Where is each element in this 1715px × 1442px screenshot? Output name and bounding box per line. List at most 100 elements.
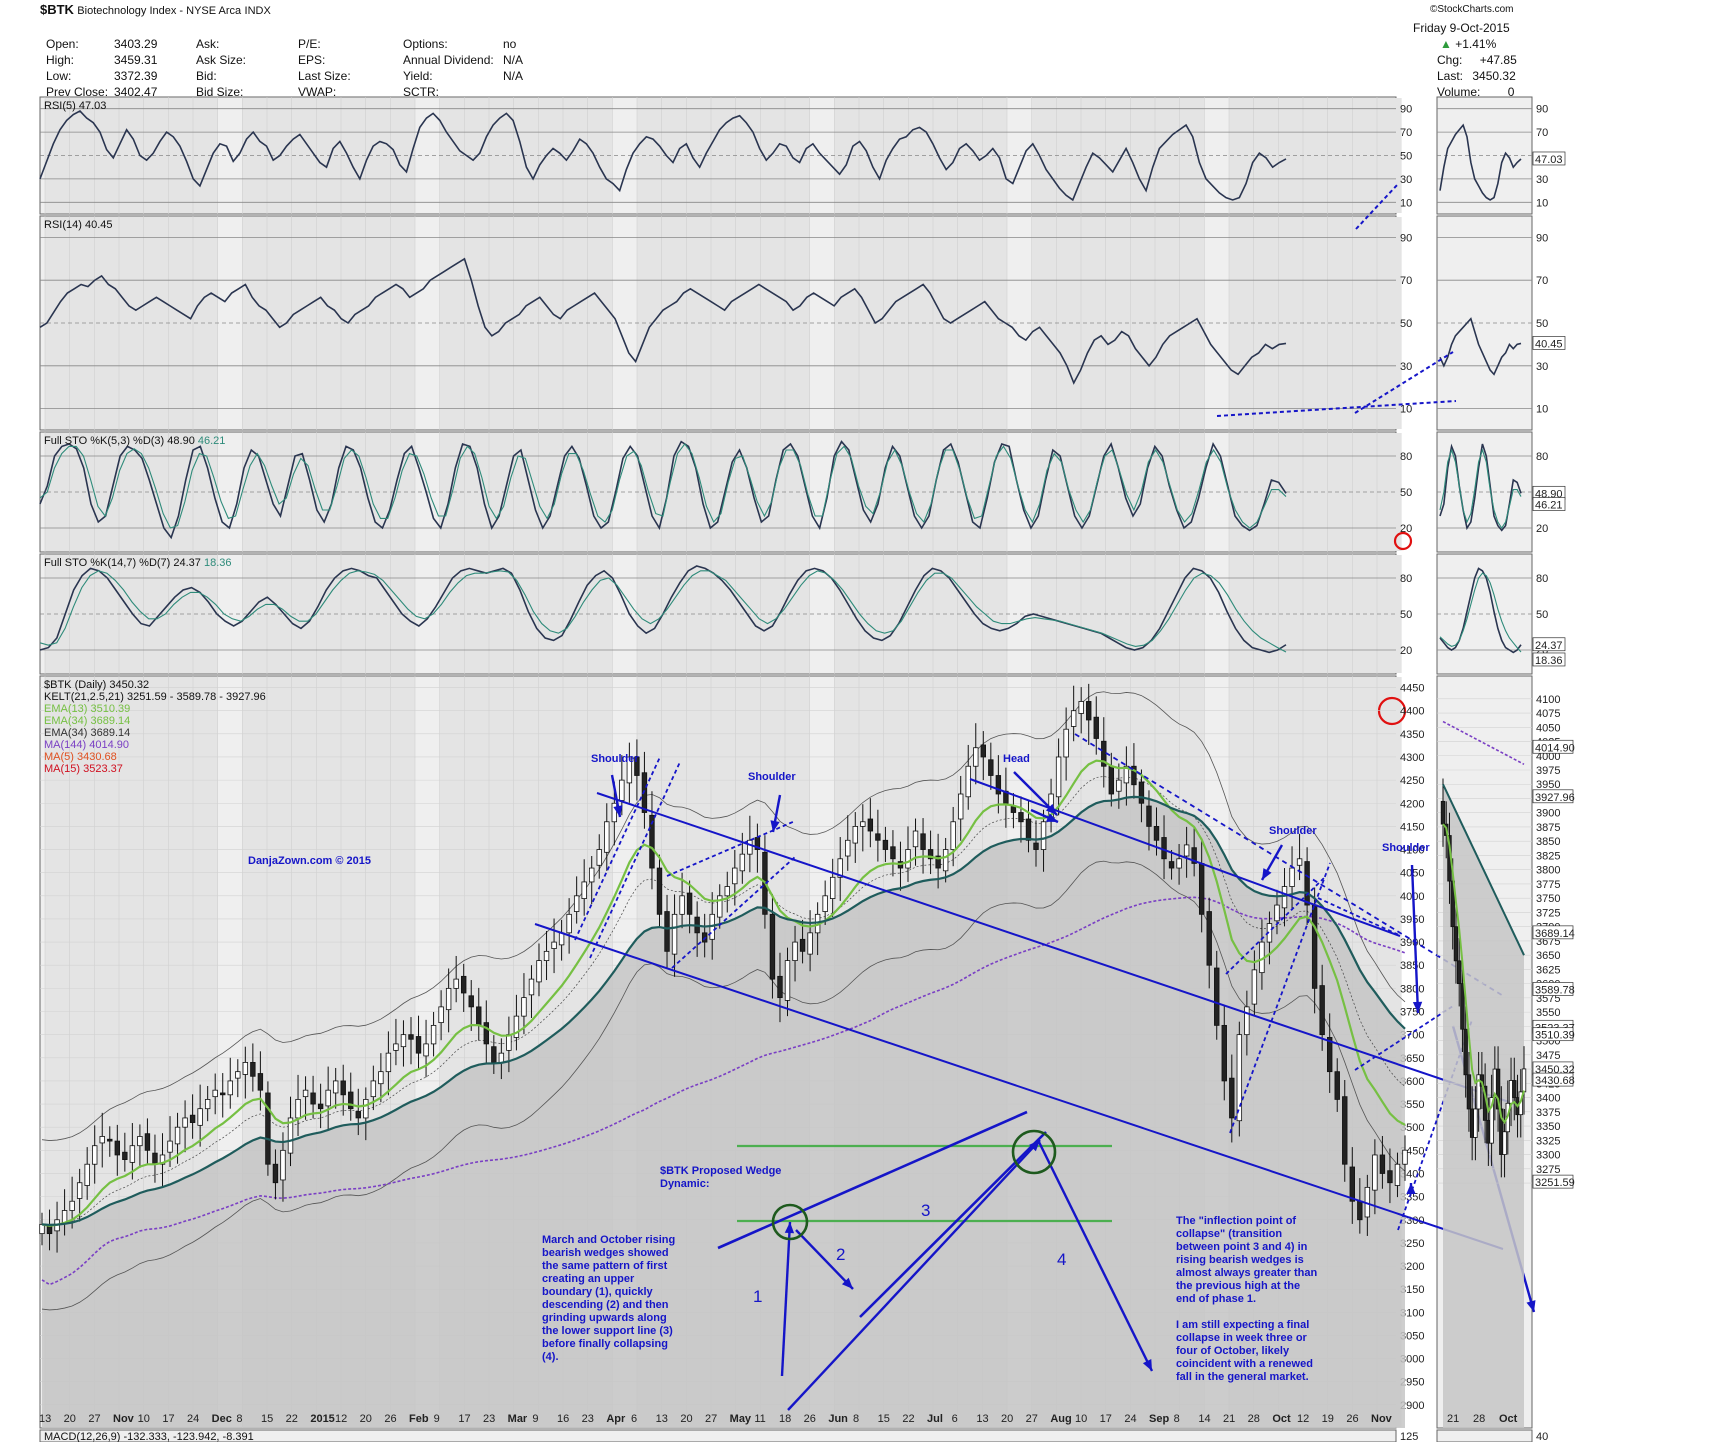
zoom-candle-body — [1463, 1028, 1468, 1076]
zoom-price-tick: 3475 — [1536, 1050, 1560, 1062]
candle-body — [1372, 1154, 1378, 1191]
legend-value: 47.03 — [79, 100, 107, 112]
phase4-arrow-head — [1142, 1359, 1152, 1371]
zoom-axis-tick: 10 — [1536, 197, 1548, 209]
symbol: $BTK — [40, 2, 74, 17]
candle-body — [1214, 967, 1220, 1026]
shoulder4-arrow-head — [1412, 1001, 1423, 1013]
phase1-arrow-head — [784, 1222, 795, 1234]
candle-body — [965, 765, 971, 798]
candle-body — [1153, 826, 1160, 841]
candle-body — [1296, 858, 1303, 866]
price-axis-tick: 3850 — [1400, 960, 1424, 972]
candle-body — [212, 1089, 218, 1098]
series-rsi14-0 — [39, 257, 1287, 385]
wedge-text-line: the same pattern of first — [542, 1260, 668, 1272]
quote-table: Open: 3403.29 Ask: P/E: Options: no High: 3459.… — [46, 36, 1126, 100]
inflection-text-line: The "inflection point of — [1176, 1215, 1296, 1227]
quote-label: VWAP: — [298, 85, 337, 99]
candle-body — [513, 1015, 520, 1038]
x-axis-label: 10 — [1075, 1413, 1087, 1425]
zoom-marker-tag — [1532, 739, 1574, 754]
candle-body — [536, 960, 542, 983]
quote-label: Bid Size: — [196, 85, 244, 99]
candle-body — [558, 932, 565, 946]
zoom-price-tick: 3300 — [1536, 1150, 1560, 1162]
inflection-text-line: four of October, likely — [1176, 1345, 1290, 1357]
x-axis-label: 13 — [39, 1413, 51, 1425]
indicator-legend: MA(144) 4014.90 — [44, 739, 129, 751]
up-triangle-icon: ▲ — [1440, 37, 1452, 51]
zoom-price-tick: 4050 — [1536, 722, 1560, 734]
price-axis-tick: 3150 — [1400, 1284, 1424, 1296]
source-credit: ©StockCharts.com — [1430, 4, 1514, 15]
legend-value2: 18.36 — [204, 557, 232, 569]
last-value-text: 24.37 — [1535, 640, 1563, 652]
candle-body — [453, 978, 459, 989]
x-axis-label: Jul — [927, 1413, 943, 1425]
candle-body — [1289, 867, 1295, 887]
change-pct: ▲ +1.41% — [1440, 36, 1496, 52]
zoom-candle-body — [1495, 1068, 1501, 1110]
zoom-x-axis-label: Oct — [1499, 1413, 1518, 1425]
head-arrow-head — [1045, 803, 1057, 815]
zoom-panel-macd — [1436, 1429, 1533, 1442]
x-axis-label: 20 — [680, 1413, 692, 1425]
wedge3-lower — [1229, 862, 1331, 1134]
wedge-text-line: creating an upper — [542, 1273, 635, 1285]
x-axis-label: Nov — [1371, 1413, 1393, 1425]
legend-value: 24.37 — [173, 557, 204, 569]
zoom-candle-body — [1476, 1074, 1481, 1110]
x-axis-label: 8 — [236, 1413, 242, 1425]
phase3-arrow — [787, 1139, 1041, 1411]
x-axis-label: 17 — [458, 1413, 470, 1425]
zoom-price-tick: 4000 — [1536, 751, 1560, 763]
phase-number-4: 4 — [1057, 1250, 1066, 1269]
keltner-upper — [41, 691, 1406, 1141]
quote-label: Options: — [403, 37, 448, 51]
candle-body — [1025, 818, 1032, 841]
candle-body — [415, 1036, 422, 1054]
x-axis-label: 10 — [138, 1413, 150, 1425]
zoom-price-tick: 3850 — [1536, 836, 1560, 848]
candle-body — [430, 1024, 437, 1045]
zoom-price-tick: 3725 — [1536, 907, 1560, 919]
phase1-arrow — [780, 1221, 792, 1377]
quote-value: N/A — [503, 69, 524, 83]
price-axis-tick: 4150 — [1400, 821, 1424, 833]
axis-tick: 30 — [1400, 174, 1412, 186]
candle-body — [92, 1145, 98, 1165]
zoom-price-tick: 3550 — [1536, 1007, 1560, 1019]
candle-body — [679, 895, 685, 915]
price-axis-tick: 3750 — [1400, 1007, 1424, 1019]
inflection-text-line: collapse" (transition — [1176, 1228, 1282, 1240]
zoom-price-tick: 3625 — [1536, 964, 1560, 976]
x-axis-label: Jun — [828, 1413, 848, 1425]
last-value-text: 40.45 — [1535, 338, 1563, 350]
quote-label: Prev Close: — [46, 85, 109, 99]
inflection-text-line: almost always greater than — [1176, 1267, 1318, 1279]
panel-legend: Full STO %K(5,3) %D(3) 48.90 46.21 — [44, 435, 225, 447]
candle-body — [1349, 1166, 1355, 1202]
zoom-marker-text: 3589.78 — [1535, 984, 1575, 996]
macd-legend: MACD(12,26,9) -132.333, -123.942, -8.391 — [44, 1431, 254, 1442]
axis-tick: 50 — [1400, 609, 1412, 621]
panel-legend: Full STO %K(14,7) %D(7) 24.37 18.36 — [44, 557, 232, 569]
indicator-name: MA(5) — [44, 751, 77, 763]
zoom-axis-tick: 80 — [1536, 573, 1548, 585]
candle-body — [973, 747, 979, 767]
candle-body — [235, 1071, 241, 1079]
candle-body — [461, 975, 467, 994]
indicator-value: 3251.59 - 3589.78 - 3927.96 — [127, 691, 266, 703]
legend-name: Full STO %K(5,3) %D(3) — [44, 435, 167, 447]
candle-body — [137, 1136, 143, 1147]
zoom-price-tick: 3750 — [1536, 893, 1560, 905]
candle-body — [784, 960, 791, 1001]
price-axis-tick: 3600 — [1400, 1076, 1424, 1088]
candle-body — [799, 938, 806, 952]
rsi5-trendline — [1355, 183, 1399, 230]
zoom-price-tick: 3825 — [1536, 850, 1560, 862]
zoom-ema34 — [1442, 783, 1525, 956]
candle-body — [1251, 969, 1258, 1005]
price-axis-tick: 3550 — [1400, 1099, 1424, 1111]
